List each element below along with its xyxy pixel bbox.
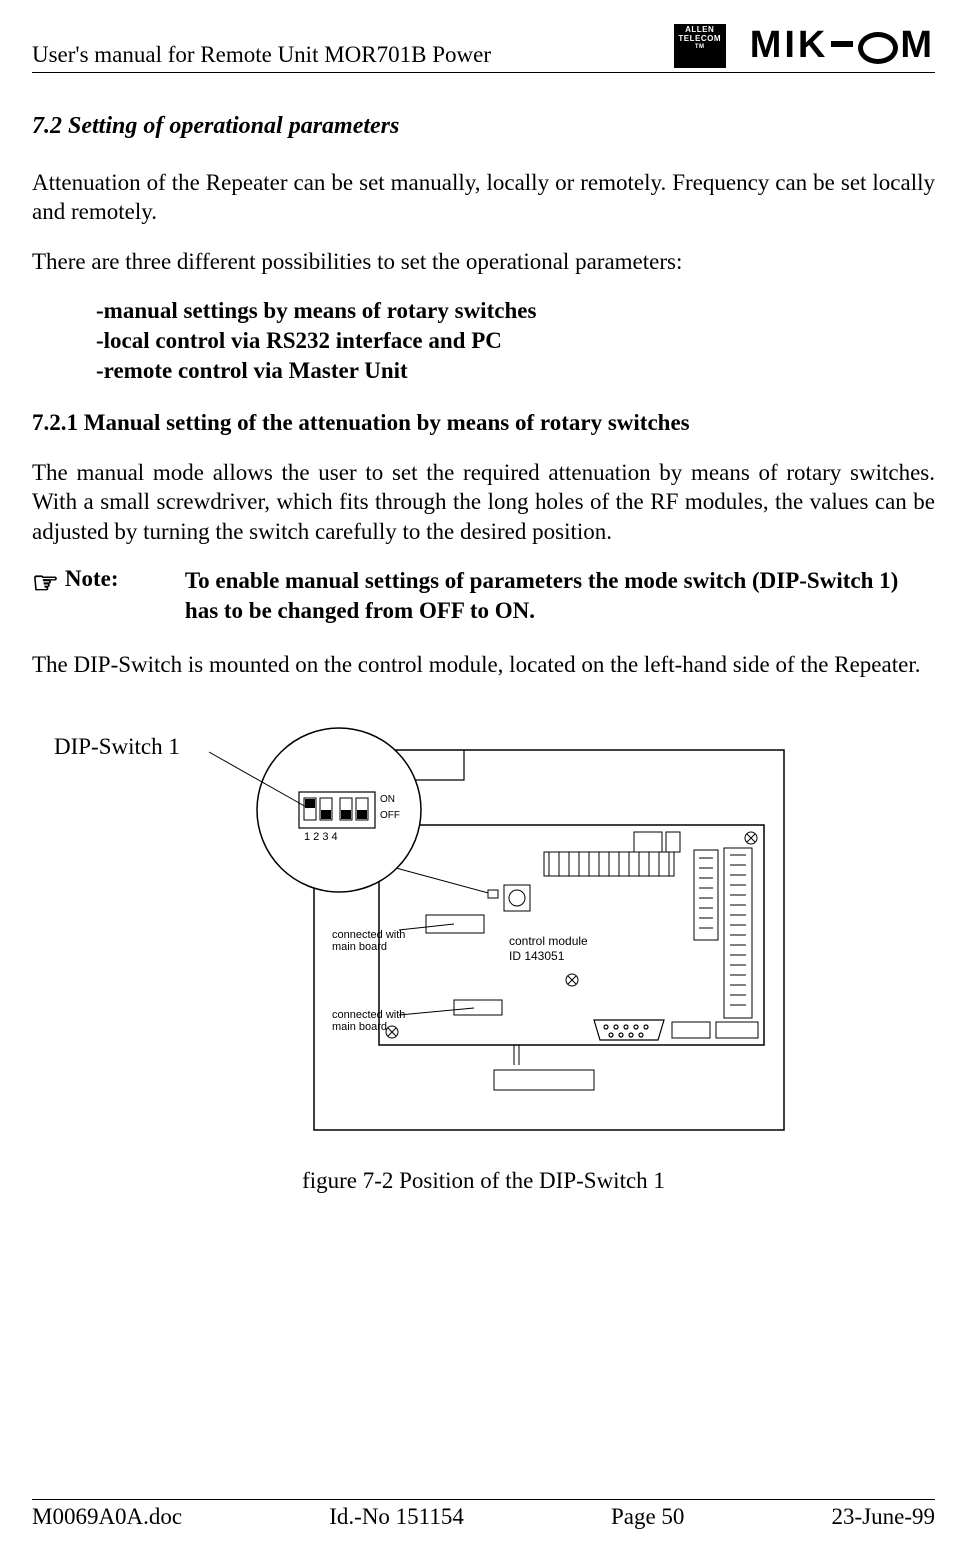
header-title: User's manual for Remote Unit MOR701B Po… [32, 42, 491, 68]
options-list: -manual settings by means of rotary swit… [96, 296, 935, 386]
figure-7-2: DIP-Switch 1 [32, 720, 935, 1200]
pointing-hand-icon: ☞ [32, 566, 59, 626]
dip-off-label: OFF [380, 810, 400, 821]
subsection-heading: 7.2.1 Manual setting of the attenuation … [32, 410, 935, 436]
option-3: -remote control via Master Unit [96, 356, 935, 386]
section-heading: 7.2 Setting of operational parameters [32, 113, 935, 140]
footer-date: 23-June-99 [832, 1504, 935, 1530]
connected-label-2b: main board [332, 1021, 387, 1033]
paragraph-2: There are three different possibilities … [32, 247, 935, 276]
dip-switch-callout: DIP-Switch 1 [54, 734, 180, 760]
page-header: User's manual for Remote Unit MOR701B Po… [32, 24, 935, 73]
connected-label-1b: main board [332, 941, 387, 953]
dip-on-label: ON [380, 794, 395, 805]
control-module-label-2: ID 143051 [509, 949, 565, 963]
option-2: -local control via RS232 interface and P… [96, 326, 935, 356]
connected-label-1a: connected with [332, 929, 405, 941]
connected-label-2a: connected with [332, 1009, 405, 1021]
logo-tm: TM [695, 44, 705, 50]
mikom-logo: MIK M [750, 24, 935, 67]
page: User's manual for Remote Unit MOR701B Po… [0, 0, 967, 1554]
footer-doc: M0069A0A.doc [32, 1504, 182, 1530]
paragraph-3: The manual mode allows the user to set t… [32, 458, 935, 546]
logo-line2: TELECOM [678, 34, 721, 43]
mikom-left: MIK [750, 24, 829, 67]
allen-telecom-logo: ALLEN TELECOM TM [674, 24, 726, 68]
paragraph-1: Attenuation of the Repeater can be set m… [32, 168, 935, 227]
option-1: -manual settings by means of rotary swit… [96, 296, 935, 326]
mikom-right: M [900, 24, 935, 67]
page-footer: M0069A0A.doc Id.-No 151154 Page 50 23-Ju… [32, 1499, 935, 1530]
footer-id: Id.-No 151154 [329, 1504, 464, 1530]
control-module-label-1: control module [509, 934, 588, 948]
header-logos: ALLEN TELECOM TM MIK M [674, 24, 935, 68]
note-body: To enable manual settings of parameters … [185, 566, 935, 626]
paragraph-4: The DIP-Switch is mounted on the control… [32, 650, 935, 679]
note-label: Note: [65, 566, 185, 626]
mikom-oval-icon [858, 32, 898, 64]
logo-line1: ALLEN [685, 25, 714, 34]
dip-switch-diagram: ON OFF 1 2 3 4 connected with main board… [164, 720, 804, 1150]
dip-numbers: 1 2 3 4 [304, 831, 338, 843]
figure-caption: figure 7-2 Position of the DIP-Switch 1 [32, 1168, 935, 1194]
mikom-dash-icon [831, 41, 853, 47]
note-block: ☞ Note: To enable manual settings of par… [32, 566, 935, 626]
footer-page: Page 50 [611, 1504, 684, 1530]
